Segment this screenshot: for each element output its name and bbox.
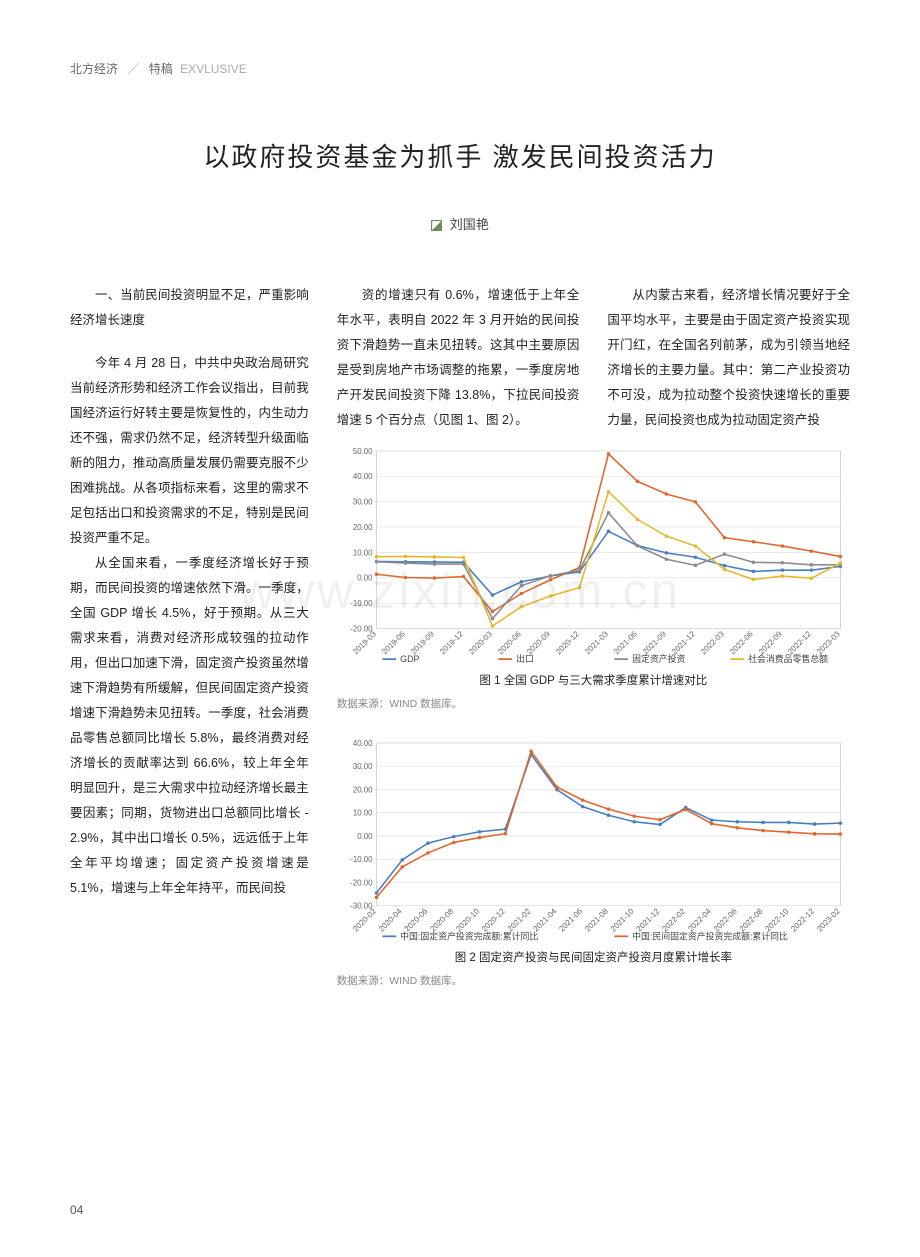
svg-text:-10.00: -10.00: [350, 599, 373, 608]
svg-text:社会消费品零售总额: 社会消费品零售总额: [748, 653, 828, 664]
svg-text:2021-08: 2021-08: [583, 906, 610, 933]
svg-text:2020-12: 2020-12: [554, 630, 581, 657]
section-en: EXVLUSIVE: [180, 62, 247, 76]
svg-text:50.00: 50.00: [353, 447, 373, 456]
svg-text:GDP: GDP: [400, 654, 419, 664]
paragraph: 今年 4 月 28 日，中共中央政治局研究当前经济形势和经济工作会议指出，目前我…: [70, 351, 309, 551]
svg-text:40.00: 40.00: [353, 472, 373, 481]
svg-text:2019-12: 2019-12: [438, 630, 465, 657]
chart-1-source: 数据来源：WIND 数据库。: [337, 694, 850, 715]
svg-text:2022-10: 2022-10: [763, 906, 790, 933]
svg-text:10.00: 10.00: [353, 548, 373, 557]
svg-text:2020-09: 2020-09: [525, 630, 552, 657]
svg-text:2022-12: 2022-12: [789, 907, 816, 934]
chart-1: -20.00-10.000.0010.0020.0030.0040.0050.0…: [337, 441, 850, 668]
chart-2-block: -30.00-20.00-10.000.0010.0020.0030.0040.…: [337, 733, 850, 1002]
svg-text:20.00: 20.00: [353, 785, 373, 794]
article-title: 以政府投资基金为抓手 激发民间投资活力: [70, 137, 850, 174]
svg-text:2023-03: 2023-03: [815, 629, 842, 656]
svg-text:2021-09: 2021-09: [641, 630, 668, 657]
section-heading: 一、当前民间投资明显不足，严重影响经济增长速度: [70, 283, 309, 333]
svg-text:0.00: 0.00: [357, 832, 373, 841]
svg-text:2021-12: 2021-12: [670, 630, 697, 657]
svg-text:2020-04: 2020-04: [377, 906, 404, 933]
chart-1-caption: 图 1 全国 GDP 与三大需求季度累计增速对比: [337, 670, 850, 693]
magazine-name: 北方经济: [70, 62, 118, 76]
svg-text:2021-06: 2021-06: [612, 629, 639, 656]
svg-text:2022-06: 2022-06: [728, 629, 755, 656]
paragraph: 从内蒙古来看，经济增长情况要好于全国平均水平，主要是由于固定资产投资实现开门红，…: [607, 283, 850, 433]
paragraph: 资的增速只有 0.6%，增速低于上年全年水平，表明自 2022 年 3 月开始的…: [337, 283, 580, 433]
svg-text:2022-08: 2022-08: [737, 906, 764, 933]
svg-text:2021-04: 2021-04: [531, 906, 558, 933]
svg-text:2020-12: 2020-12: [480, 907, 507, 934]
author-icon: [431, 220, 442, 231]
svg-text:0.00: 0.00: [357, 574, 373, 583]
svg-text:10.00: 10.00: [353, 809, 373, 818]
svg-text:-20.00: -20.00: [350, 878, 373, 887]
chart-1-block: -20.00-10.000.0010.0020.0030.0040.0050.0…: [337, 441, 850, 725]
svg-text:40.00: 40.00: [353, 739, 373, 748]
svg-text:20.00: 20.00: [353, 523, 373, 532]
svg-text:30.00: 30.00: [353, 498, 373, 507]
column-1: 一、当前民间投资明显不足，严重影响经济增长速度 今年 4 月 28 日，中共中央…: [70, 283, 309, 1002]
svg-text:2022-06: 2022-06: [712, 906, 739, 933]
svg-text:2020-03: 2020-03: [467, 629, 494, 656]
author-line: 刘国艳: [70, 214, 850, 233]
column-3: 从内蒙古来看，经济增长情况要好于全国平均水平，主要是由于固定资产投资实现开门红，…: [607, 283, 850, 433]
author-name: 刘国艳: [450, 217, 489, 232]
right-stack: 资的增速只有 0.6%，增速低于上年全年水平，表明自 2022 年 3 月开始的…: [337, 283, 850, 1002]
svg-text:中国:民间固定资产投资完成额:累计同比: 中国:民间固定资产投资完成额:累计同比: [632, 930, 788, 941]
svg-text:2022-04: 2022-04: [686, 906, 713, 933]
body-columns: 一、当前民间投资明显不足，严重影响经济增长速度 今年 4 月 28 日，中共中央…: [70, 283, 850, 1002]
svg-text:固定资产投资: 固定资产投资: [632, 653, 685, 664]
chart-2-source: 数据来源：WIND 数据库。: [337, 971, 850, 992]
svg-text:2021-02: 2021-02: [505, 907, 532, 934]
separator: ／: [127, 62, 139, 76]
svg-text:2020-06: 2020-06: [496, 629, 523, 656]
svg-text:2022-12: 2022-12: [786, 630, 813, 657]
chart-2: -30.00-20.00-10.000.0010.0020.0030.0040.…: [337, 733, 850, 945]
svg-text:2021-10: 2021-10: [609, 906, 636, 933]
section-name: 特稿: [149, 62, 173, 76]
svg-text:-10.00: -10.00: [350, 855, 373, 864]
right-top-row: 资的增速只有 0.6%，增速低于上年全年水平，表明自 2022 年 3 月开始的…: [337, 283, 850, 433]
svg-text:2020-10: 2020-10: [454, 906, 481, 933]
column-2: 资的增速只有 0.6%，增速低于上年全年水平，表明自 2022 年 3 月开始的…: [337, 283, 580, 433]
svg-text:2020-06: 2020-06: [402, 906, 429, 933]
svg-text:2023-02: 2023-02: [815, 907, 842, 934]
svg-text:2021-12: 2021-12: [634, 907, 661, 934]
svg-text:2021-06: 2021-06: [557, 906, 584, 933]
svg-text:2022-09: 2022-09: [757, 630, 784, 657]
svg-text:2022-02: 2022-02: [660, 907, 687, 934]
page-header: 北方经济 ／ 特稿 EXVLUSIVE: [70, 60, 850, 77]
svg-text:2020-08: 2020-08: [428, 906, 455, 933]
svg-text:30.00: 30.00: [353, 762, 373, 771]
svg-text:2020-02: 2020-02: [351, 907, 378, 934]
paragraph: 从全国来看，一季度经济增长好于预期，而民间投资的增速依然下滑。一季度，全国 GD…: [70, 551, 309, 901]
svg-text:中国:固定资产投资完成额:累计同比: 中国:固定资产投资完成额:累计同比: [400, 930, 538, 941]
svg-text:2021-03: 2021-03: [583, 629, 610, 656]
svg-text:出口: 出口: [516, 653, 534, 664]
svg-text:2019-06: 2019-06: [380, 629, 407, 656]
svg-text:2019-09: 2019-09: [409, 630, 436, 657]
page-number: 04: [70, 1203, 83, 1217]
chart-2-caption: 图 2 固定资产投资与民间固定资产投资月度累计增长率: [337, 947, 850, 970]
svg-text:2022-03: 2022-03: [699, 629, 726, 656]
